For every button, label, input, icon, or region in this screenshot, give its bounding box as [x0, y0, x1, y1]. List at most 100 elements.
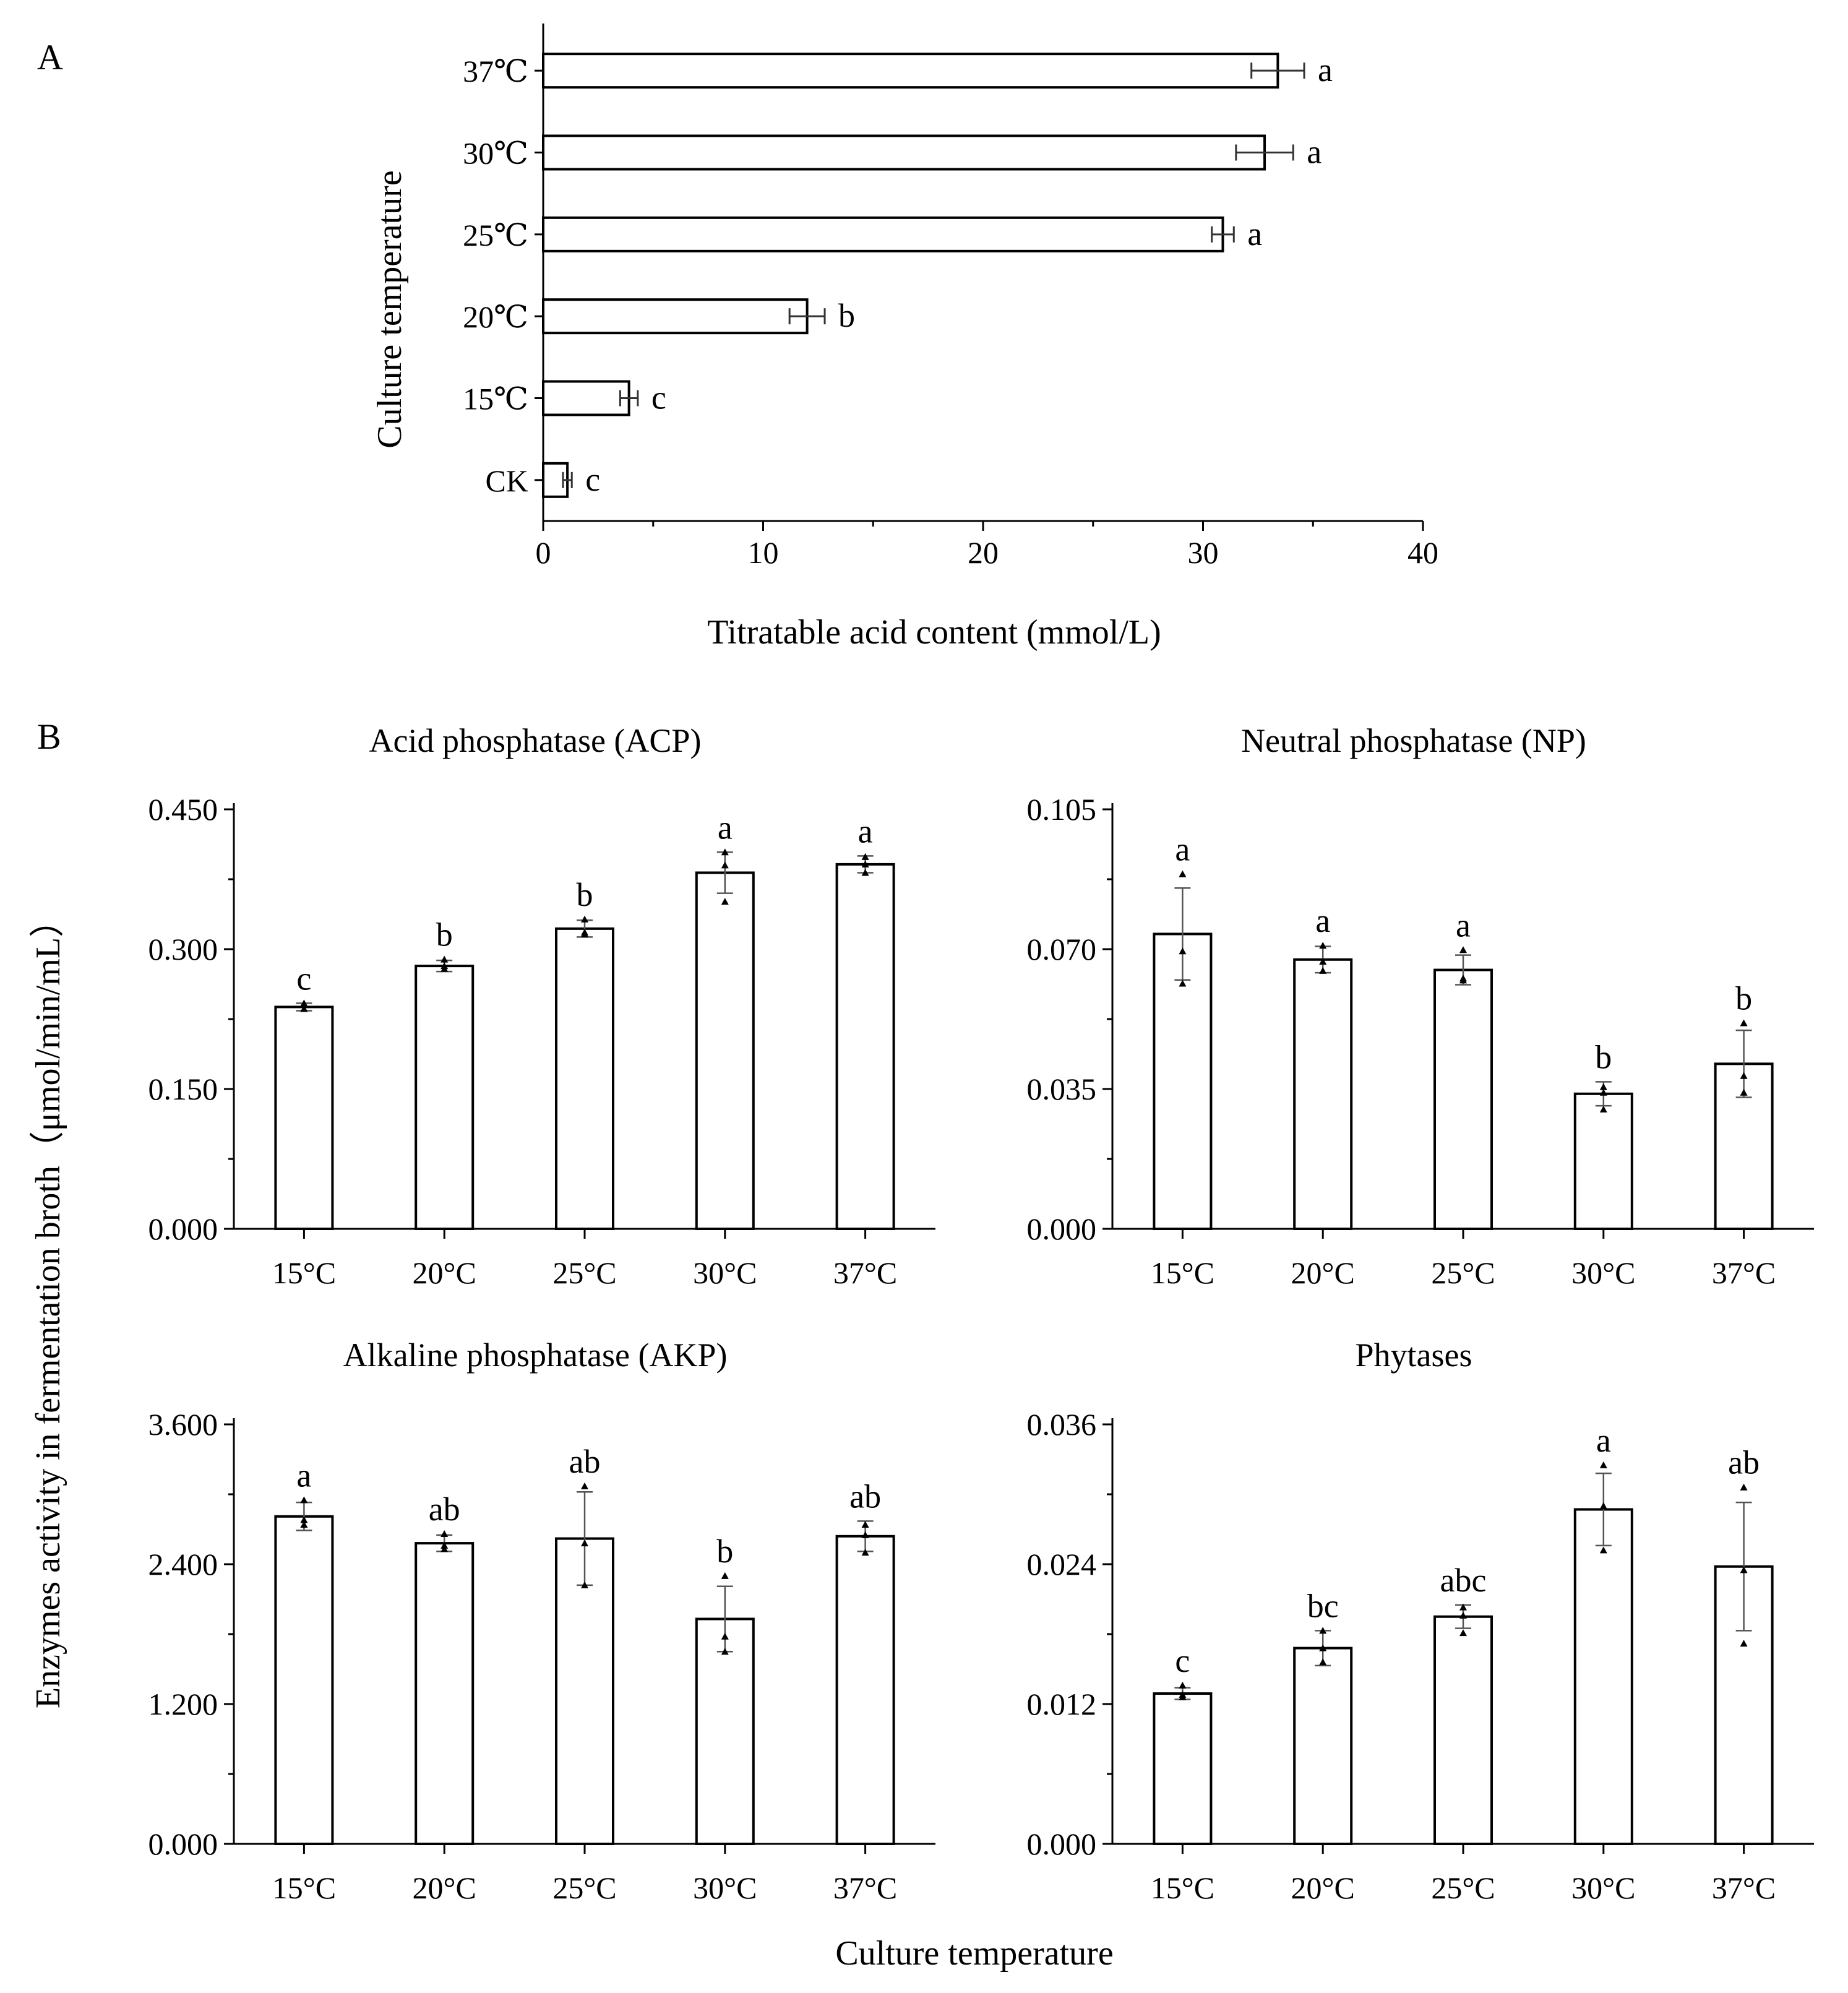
akp-bar: [835, 1535, 895, 1846]
np-data-point: [1740, 1088, 1748, 1096]
np-data-point: [1319, 942, 1327, 949]
titratable-significance-letter: c: [651, 379, 666, 416]
phytase-data-point: [1459, 1629, 1467, 1637]
acp-y-tick-label: 0.000: [148, 1212, 218, 1246]
titratable-significance-letter: c: [585, 461, 600, 498]
akp-data-point: [441, 1541, 449, 1549]
np-data-point: [1740, 1072, 1748, 1079]
akp-bar: [555, 1537, 614, 1845]
acp-significance-letter: a: [718, 809, 733, 846]
titratable-y-axis-label: Culture temperature: [371, 170, 409, 448]
np-data-point: [1599, 1105, 1607, 1113]
phytase-data-point: [1459, 1603, 1467, 1611]
phytase-bar: [1153, 1692, 1213, 1846]
phytase-y-tick-label: 0.012: [1027, 1687, 1097, 1721]
akp-significance-letter: ab: [569, 1443, 601, 1480]
acp-significance-letter: b: [577, 876, 593, 913]
phytase-x-tick-label: 20°C: [1291, 1870, 1355, 1905]
titratable-bars: a a a b c c: [542, 51, 1333, 498]
np-x-tick-label: 30°C: [1571, 1255, 1635, 1290]
phytase-y-tick-label: 0.000: [1027, 1827, 1097, 1861]
titratable-bar: [542, 380, 630, 416]
np-x-tick-label: 15°C: [1151, 1255, 1214, 1290]
np-data-point: [1459, 946, 1467, 953]
phytase-y-tick-label: 0.036: [1027, 1407, 1097, 1442]
akp-data-point: [300, 1516, 308, 1523]
titratable-significance-letter: a: [1318, 51, 1333, 88]
phytase-x-tick-label: 15°C: [1151, 1870, 1214, 1905]
akp-bar: [695, 1617, 755, 1845]
acp-data-point: [861, 860, 869, 867]
titratable-x-tick-label: 20: [968, 535, 999, 570]
panel-b-y-axis-label: Enzymes activity in fermentation broth（μ…: [29, 903, 67, 1708]
akp-significance-letter: ab: [849, 1478, 881, 1515]
acp-data-point: [861, 853, 869, 860]
acp-data-point: [300, 1005, 308, 1012]
akp-data-point: [721, 1632, 729, 1640]
np-x-tick-label: 25°C: [1431, 1255, 1495, 1290]
acp-bar: [415, 965, 475, 1230]
titratable-y-tick-label: CK: [486, 463, 528, 498]
acp-x-tick-label: 25°C: [552, 1255, 616, 1290]
acp-significance-letter: b: [436, 916, 453, 953]
titratable-bar: [542, 134, 1266, 171]
acp-bar: [835, 863, 895, 1230]
titratable-significance-letter: a: [1307, 134, 1322, 171]
akp-chart-title: Alkaline phosphatase (AKP): [343, 1337, 728, 1374]
np-y-tick-label: 0.105: [1027, 792, 1097, 827]
acp-data-point: [861, 869, 869, 876]
np-data-point: [1459, 976, 1467, 984]
acp-chart: Acid phosphatase (ACP) c 15°C b 20°C b 25°C a 3…: [148, 722, 935, 1290]
np-significance-letter: b: [1735, 979, 1752, 1017]
acp-bar: [695, 871, 755, 1231]
akp-x-tick-label: 15°C: [272, 1870, 336, 1905]
acp-y-tick-label: 0.450: [148, 792, 218, 827]
acp-significance-letter: c: [296, 960, 311, 997]
akp-data-point: [300, 1496, 308, 1504]
acp-chart-title: Acid phosphatase (ACP): [369, 722, 702, 759]
akp-data-point: [581, 1539, 588, 1547]
panel-b-x-axis-label: Culture temperature: [835, 1934, 1113, 1973]
titratable-y-tick-label: 25℃: [463, 218, 528, 252]
phytase-bar: [1433, 1615, 1493, 1845]
np-significance-letter: a: [1456, 906, 1471, 944]
phytase-data-point: [1319, 1644, 1327, 1651]
acp-data-point: [721, 898, 729, 905]
akp-data-point: [861, 1531, 869, 1538]
phytase-chart: Phytases c 15°C bc 20°C abc 25°C a 30°C ab 37°C 0.…: [1027, 1337, 1814, 1905]
akp-bar: [415, 1542, 475, 1846]
np-data-point: [1599, 1083, 1607, 1090]
acp-data-point: [441, 965, 449, 972]
np-data-point: [1740, 1019, 1748, 1027]
np-data-point: [1599, 1088, 1607, 1096]
titratable-x-tick-label: 0: [536, 535, 551, 570]
np-y-tick-label: 0.070: [1027, 932, 1097, 966]
phytase-data-point: [1179, 1681, 1187, 1689]
acp-bar: [555, 927, 614, 1231]
akp-chart: Alkaline phosphatase (AKP) a 15°C ab 20°C ab…: [148, 1337, 935, 1905]
acp-x-tick-label: 30°C: [693, 1255, 757, 1290]
np-data-point: [1179, 870, 1187, 877]
phytase-data-point: [1599, 1502, 1607, 1509]
akp-y-tick-label: 3.600: [148, 1407, 218, 1442]
titratable-significance-letter: b: [838, 297, 855, 334]
phytase-y-tick-label: 0.024: [1027, 1547, 1097, 1582]
acp-data-point: [581, 915, 588, 923]
akp-data-point: [861, 1549, 869, 1556]
phytase-data-point: [1319, 1658, 1327, 1666]
np-data-point: [1319, 966, 1327, 974]
acp-bar: [274, 1005, 334, 1230]
phytase-significance-letter: ab: [1728, 1444, 1760, 1481]
np-data-point: [1319, 958, 1327, 965]
titratable-x-tick-label: 10: [748, 535, 779, 570]
akp-data-point: [581, 1482, 588, 1489]
np-x-tick-label: 20°C: [1291, 1255, 1355, 1290]
np-y-tick-label: 0.035: [1027, 1072, 1097, 1106]
akp-data-point: [441, 1545, 449, 1552]
akp-x-tick-label: 37°C: [833, 1870, 897, 1905]
akp-y-tick-label: 1.200: [148, 1687, 218, 1721]
np-data-point: [1179, 979, 1187, 987]
acp-data-point: [721, 861, 729, 869]
phytase-data-point: [1740, 1640, 1748, 1647]
